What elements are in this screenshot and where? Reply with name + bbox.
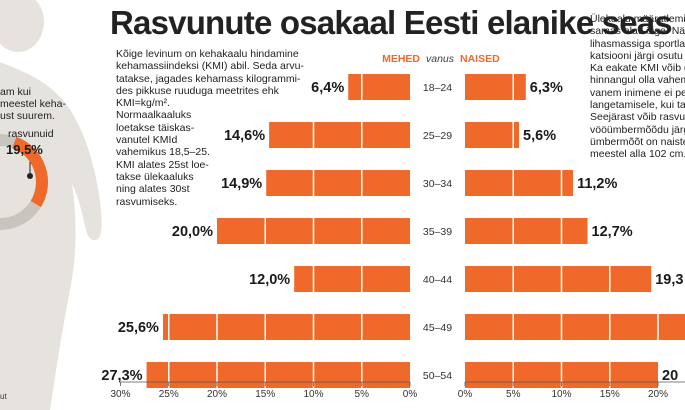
right-line: katsiooni järgi osutu (590, 49, 683, 62)
age-label: 40–44 (423, 274, 452, 286)
left-caption: am kui meestel keha- ust suurem. (0, 86, 110, 122)
label-naised-50–54: 20 (662, 368, 678, 384)
intro-line: kehamassiindeksi (KMI) abil. Seda arvu- (116, 60, 304, 73)
left-line: ust suurem. (0, 110, 55, 122)
right-line: vanem inimene ei pea (590, 86, 685, 99)
tick-label: 0% (403, 389, 418, 400)
intro-line: des pikkuse ruuduga meetrites ehk (116, 84, 279, 97)
person-silhouette (0, 0, 102, 410)
tick-label: 30% (110, 389, 130, 400)
chart-axes: 30% 25% 20% 15% 10% 5% 0% 0% 5% 10% 15% 20% (110, 381, 685, 400)
right-line: samas alati õige. Näit (590, 25, 685, 38)
left-bottom-label: ut (0, 392, 7, 401)
intro-line: Normaalkaaluks (116, 109, 192, 122)
donut-value: 19,5% (6, 142, 43, 157)
tick-label: 25% (159, 389, 179, 400)
tick-label: 0% (458, 389, 473, 400)
intro-line: Kõige levinum on kehakaalu hindamine (116, 48, 299, 60)
label-naised-30–34: 11,2% (577, 176, 617, 192)
right-text: Ülekaalu määratlemi samas alati õige. Nä… (590, 13, 685, 161)
label-naised-18–24: 6,3% (530, 80, 563, 96)
age-label: 18–24 (423, 82, 452, 94)
label-mehed-35–39: 20,0% (172, 224, 213, 240)
label-naised-35–39: 12,7% (592, 224, 633, 240)
intro-line: tatakse, jagades kehamass kilogrammi- (116, 72, 301, 85)
tick-label: 10% (551, 389, 571, 400)
label-mehed-40–44: 12,0% (249, 272, 290, 288)
label-mehed-50–54: 27,3% (101, 368, 142, 384)
donut-segment-obese (12, 136, 48, 208)
intro-line: loetakse täiskas- (116, 121, 195, 134)
bar-naised-30–34 (465, 170, 574, 196)
label-mehed-25–29: 14,6% (224, 128, 265, 144)
age-label: 50–54 (423, 370, 452, 382)
label-mehed-30–34: 14,9% (221, 176, 262, 192)
label-naised-40–44: 19,3 (655, 272, 683, 288)
bar-mehed-18–24 (348, 74, 410, 100)
right-line: lihasmassiga sportlas (590, 37, 685, 50)
right-line: hinnangul olla vahem (590, 74, 685, 87)
age-label: 35–39 (423, 226, 452, 238)
tick-label: 15% (255, 389, 275, 400)
bar-mehed-30–34 (266, 170, 410, 196)
header-naised: NAISED (460, 53, 500, 65)
intro-line: vahemikus 18,5–25. (116, 146, 210, 159)
header-vanus: vanus (426, 53, 455, 65)
bar-mehed-50–54 (146, 362, 410, 388)
intro-line: KMI=kg/m². (116, 97, 170, 110)
left-line: meestel keha- (0, 98, 66, 110)
age-label: 25–29 (423, 130, 452, 142)
bar-naised-45–49 (465, 314, 685, 340)
bar-mehed-45–49 (162, 314, 410, 340)
intro-text: Kõige levinum on kehakaalu hindamine keh… (116, 48, 304, 208)
tick-label: 5% (506, 389, 521, 400)
page-title: Rasvunute osakaal Eesti elanike seas (110, 4, 673, 41)
bar-mehed-40–44 (294, 266, 410, 292)
left-line: am kui (0, 86, 31, 98)
age-label: 30–34 (423, 178, 452, 190)
tick-label: 10% (303, 389, 323, 400)
label-mehed-18–24: 6,4% (311, 80, 344, 96)
chart-bars: 6,4% 18–24 6,3% 14,6% 25–29 5,6% 14,9% 30–34 11,… (101, 74, 685, 388)
intro-line: takse ülekaaluks (116, 170, 194, 183)
right-line: vööümbermõõdu järg (590, 123, 685, 136)
label-naised-25–29: 5,6% (523, 128, 556, 144)
tick-label: 15% (600, 389, 620, 400)
bar-naised-25–29 (465, 122, 520, 148)
bar-mehed-25–29 (269, 122, 410, 148)
right-line: langetamisele, kui ta (590, 99, 685, 112)
right-line: Ka eakate KMI võib ge (590, 62, 685, 75)
age-label: 45–49 (423, 322, 452, 334)
tick-label: 5% (355, 389, 370, 400)
intro-line: ning alates 30st (116, 183, 190, 196)
bar-naised-18–24 (465, 74, 526, 100)
right-line: meestel alla 102 cm. (590, 148, 685, 161)
intro-line: KMI alates 25st loe- (116, 158, 209, 171)
right-line: Ülekaalu määratlemi (590, 13, 685, 25)
right-line: ümbermõõt on naiste (590, 135, 685, 148)
tick-label: 20% (207, 389, 227, 400)
bar-naised-40–44 (465, 266, 652, 292)
tick-label: 20% (648, 389, 668, 400)
donut-chart (0, 134, 48, 230)
intro-line: rasvumiseks. (116, 195, 178, 208)
right-line: Seejärast võib rasvu (590, 111, 685, 124)
label-mehed-45–49: 25,6% (118, 320, 159, 336)
intro-line: vanutel KMId (116, 134, 178, 147)
bar-naised-35–39 (465, 218, 588, 244)
donut-label: rasvunuid (8, 128, 54, 140)
header-mehed: MEHED (382, 53, 420, 65)
